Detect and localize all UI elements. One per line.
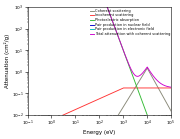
Total attenuation with coherent scattering [170, 86, 172, 88]
Incoherent scattering [152, 87, 154, 89]
Coherent scattering [170, 110, 172, 112]
Incoherent scattering [51, 119, 53, 121]
Coherent scattering [146, 67, 148, 69]
Incoherent scattering [26, 130, 29, 132]
X-axis label: Energy (eV): Energy (eV) [83, 130, 116, 135]
Line: Total attenuation with coherent scattering: Total attenuation with coherent scatteri… [28, 0, 171, 87]
Y-axis label: Attenuation (cm²/g): Attenuation (cm²/g) [4, 34, 10, 88]
Line: Photoelectric absorption: Photoelectric absorption [28, 0, 171, 139]
Incoherent scattering [122, 87, 124, 89]
Incoherent scattering [167, 87, 169, 89]
Incoherent scattering [43, 123, 45, 125]
Total attenuation with coherent scattering [152, 75, 154, 76]
Line: Coherent scattering: Coherent scattering [28, 68, 171, 139]
Incoherent scattering [82, 105, 84, 107]
Incoherent scattering [88, 103, 90, 104]
Photoelectric absorption [152, 129, 154, 131]
Legend: Coherent scattering, Incoherent scattering, Photoelectric absorption, Pair produ: Coherent scattering, Incoherent scatteri… [89, 8, 171, 37]
Coherent scattering [152, 78, 154, 79]
Line: Incoherent scattering: Incoherent scattering [28, 88, 171, 131]
Coherent scattering [167, 105, 169, 107]
Total attenuation with coherent scattering [167, 86, 169, 88]
Incoherent scattering [170, 87, 172, 89]
